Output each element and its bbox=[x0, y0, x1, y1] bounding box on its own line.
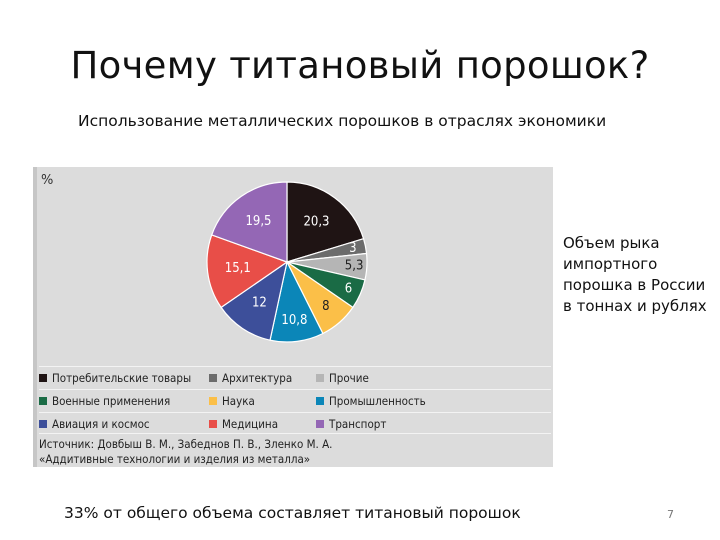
legend-item: Авиация и космос bbox=[39, 417, 209, 431]
legend-swatch bbox=[316, 397, 324, 405]
legend-swatch bbox=[316, 420, 324, 428]
legend-item: Промышленность bbox=[316, 394, 516, 408]
slide-title: Почему титановый порошок? bbox=[70, 44, 650, 87]
legend-item: Прочие bbox=[316, 371, 516, 385]
source-line: «Аддитивные технологии и изделия из мета… bbox=[39, 452, 311, 466]
legend-swatch bbox=[209, 397, 217, 405]
chart-panel: % 20,3 3 5,3 6 8 10,8 12 15,1 19,5 Потребительск… bbox=[33, 167, 553, 467]
legend-label: Транспорт bbox=[329, 417, 387, 431]
pie-slice-label: 12 bbox=[252, 296, 267, 311]
chart-subtitle: Использование металлических порошков в о… bbox=[78, 112, 607, 130]
legend-row: Авиация и космос Медицина Транспорт bbox=[39, 412, 551, 435]
legend-swatch bbox=[209, 374, 217, 382]
chart-legend: Потребительские товары Архитектура Прочи… bbox=[39, 366, 551, 435]
pie-slice-label: 3 bbox=[349, 241, 356, 256]
legend-item: Потребительские товары bbox=[39, 371, 209, 385]
legend-row: Военные применения Наука Промышленность bbox=[39, 389, 551, 412]
pie-slice-label: 15,1 bbox=[225, 261, 251, 276]
pie-slice-label: 20,3 bbox=[303, 215, 329, 230]
legend-swatch bbox=[209, 420, 217, 428]
chart-source: Источник: Довбыш В. М., Забеднов П. В., … bbox=[39, 433, 551, 467]
legend-row: Потребительские товары Архитектура Прочи… bbox=[39, 366, 551, 389]
source-line: Источник: Довбыш В. М., Забеднов П. В., … bbox=[39, 437, 333, 451]
legend-item: Медицина bbox=[209, 417, 316, 431]
legend-label: Медицина bbox=[222, 417, 279, 431]
pie-slice-label: 6 bbox=[345, 282, 352, 297]
pie-slice-label: 5,3 bbox=[345, 259, 364, 274]
pie-slice bbox=[220, 260, 288, 341]
pie-slice-label: 19,5 bbox=[245, 214, 271, 229]
legend-label: Прочие bbox=[329, 371, 369, 385]
pie-slice bbox=[206, 234, 289, 309]
legend-swatch bbox=[316, 374, 324, 382]
legend-swatch bbox=[39, 374, 47, 382]
footnote: 33% от общего объема составляет титановы… bbox=[64, 504, 521, 522]
legend-label: Архитектура bbox=[222, 371, 293, 385]
legend-label: Военные применения bbox=[52, 394, 171, 408]
panel-border bbox=[33, 167, 37, 467]
legend-swatch bbox=[39, 420, 47, 428]
chart-unit-label: % bbox=[41, 173, 54, 188]
side-note: Объем рыка импортного порошка в России в… bbox=[563, 234, 707, 315]
legend-item: Военные применения bbox=[39, 394, 209, 408]
legend-item: Наука bbox=[209, 394, 316, 408]
legend-label: Промышленность bbox=[329, 394, 426, 408]
legend-label: Авиация и космос bbox=[52, 417, 150, 431]
pie-slice bbox=[286, 181, 365, 263]
legend-item: Транспорт bbox=[316, 417, 516, 431]
pie-chart: 20,3 3 5,3 6 8 10,8 12 15,1 19,5 bbox=[206, 181, 368, 343]
pie-slice bbox=[210, 181, 288, 263]
page-number: 7 bbox=[667, 508, 674, 521]
pie-slice-label: 10,8 bbox=[281, 313, 307, 328]
legend-item: Архитектура bbox=[209, 371, 316, 385]
legend-label: Наука bbox=[222, 394, 255, 408]
legend-swatch bbox=[39, 397, 47, 405]
legend-label: Потребительские товары bbox=[52, 371, 192, 385]
pie-slice-label: 8 bbox=[322, 299, 329, 314]
